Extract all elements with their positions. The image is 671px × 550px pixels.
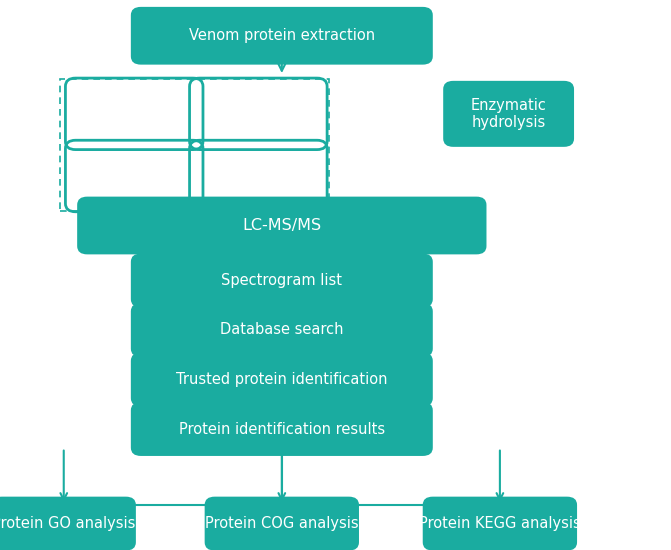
FancyBboxPatch shape	[131, 353, 433, 406]
Text: Protein GO analysis: Protein GO analysis	[0, 516, 136, 531]
FancyBboxPatch shape	[443, 81, 574, 147]
FancyBboxPatch shape	[131, 7, 433, 64]
Text: Spectrogram list: Spectrogram list	[221, 273, 342, 288]
FancyBboxPatch shape	[131, 402, 433, 456]
FancyBboxPatch shape	[131, 303, 433, 357]
FancyBboxPatch shape	[0, 497, 136, 550]
Text: Trusted protein identification: Trusted protein identification	[176, 372, 388, 387]
Text: Venom protein extraction: Venom protein extraction	[189, 28, 375, 43]
FancyBboxPatch shape	[77, 197, 486, 254]
Text: Protein COG analysis: Protein COG analysis	[205, 516, 358, 531]
Text: Protein KEGG analysis: Protein KEGG analysis	[419, 516, 581, 531]
FancyBboxPatch shape	[131, 254, 433, 307]
FancyBboxPatch shape	[423, 497, 577, 550]
Text: Database search: Database search	[220, 322, 344, 338]
FancyBboxPatch shape	[205, 497, 359, 550]
Text: Protein identification results: Protein identification results	[178, 421, 385, 437]
Text: Enzymatic
hydrolysis: Enzymatic hydrolysis	[470, 98, 547, 130]
Text: LC-MS/MS: LC-MS/MS	[242, 218, 321, 233]
